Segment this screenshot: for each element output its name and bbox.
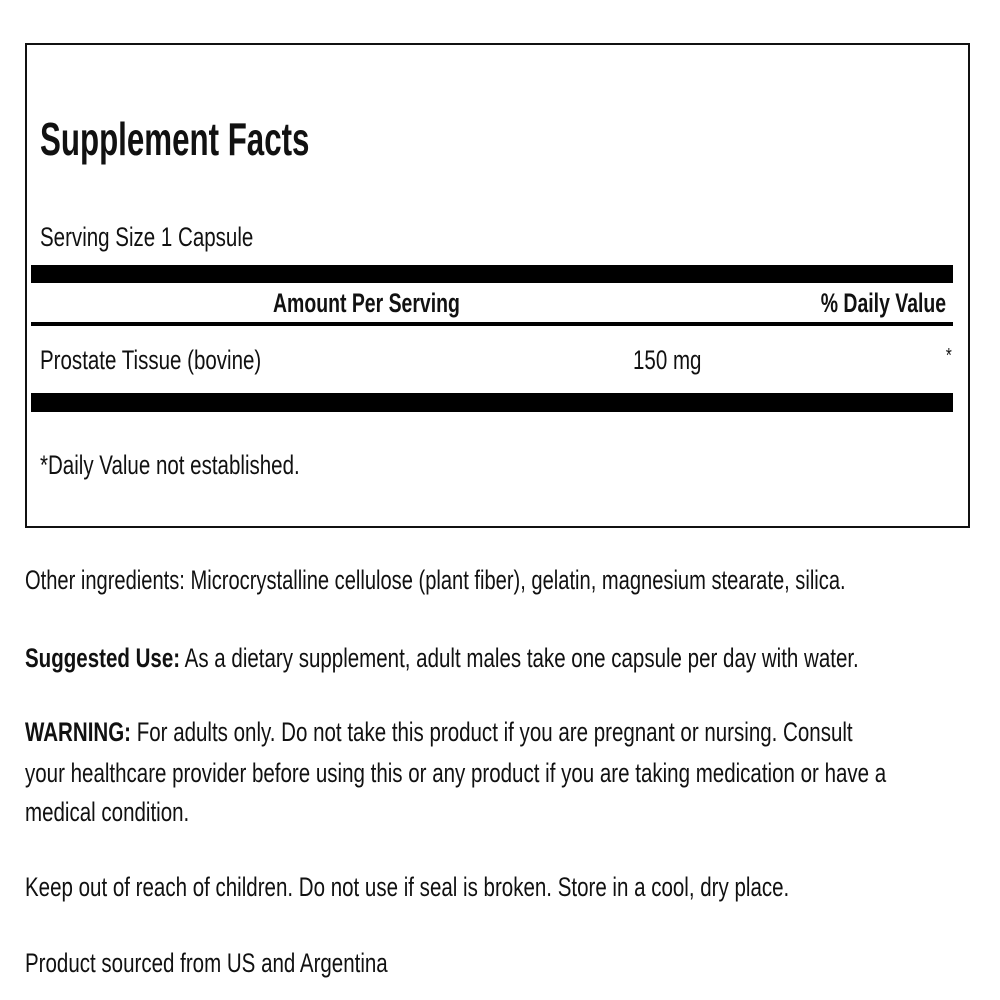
other-ingredients: Other ingredients: Microcrystalline cell… — [25, 565, 846, 595]
footnote: *Daily Value not established. — [40, 450, 300, 480]
warning-line-2: your healthcare provider before using th… — [25, 758, 887, 788]
thick-divider — [31, 265, 953, 283]
storage-note: Keep out of reach of children. Do not us… — [25, 872, 790, 902]
warning-line-3: medical condition. — [25, 797, 190, 827]
suggested-use: Suggested Use: As a dietary supplement, … — [25, 642, 859, 674]
serving-size: Serving Size 1 Capsule — [40, 222, 254, 252]
panel-title: Supplement Facts — [40, 113, 310, 165]
suggested-use-label: Suggested Use: — [25, 643, 181, 673]
source-note: Product sourced from US and Argentina — [25, 948, 388, 978]
header-daily-value: % Daily Value — [820, 288, 946, 318]
header-amount: Amount Per Serving — [273, 288, 460, 318]
warning-text: For adults only. Do not take this produc… — [131, 717, 853, 747]
thick-divider-bottom — [31, 393, 953, 412]
nutrient-name: Prostate Tissue (bovine) — [40, 345, 262, 375]
thin-divider — [31, 322, 953, 326]
warning-label: WARNING: — [25, 717, 132, 747]
nutrient-daily-value: * — [946, 345, 952, 367]
warning-line-1: WARNING: For adults only. Do not take th… — [25, 716, 853, 748]
suggested-use-text: As a dietary supplement, adult males tak… — [180, 643, 859, 673]
nutrient-amount: 150 mg — [633, 345, 702, 375]
supplement-facts-panel — [25, 43, 970, 528]
